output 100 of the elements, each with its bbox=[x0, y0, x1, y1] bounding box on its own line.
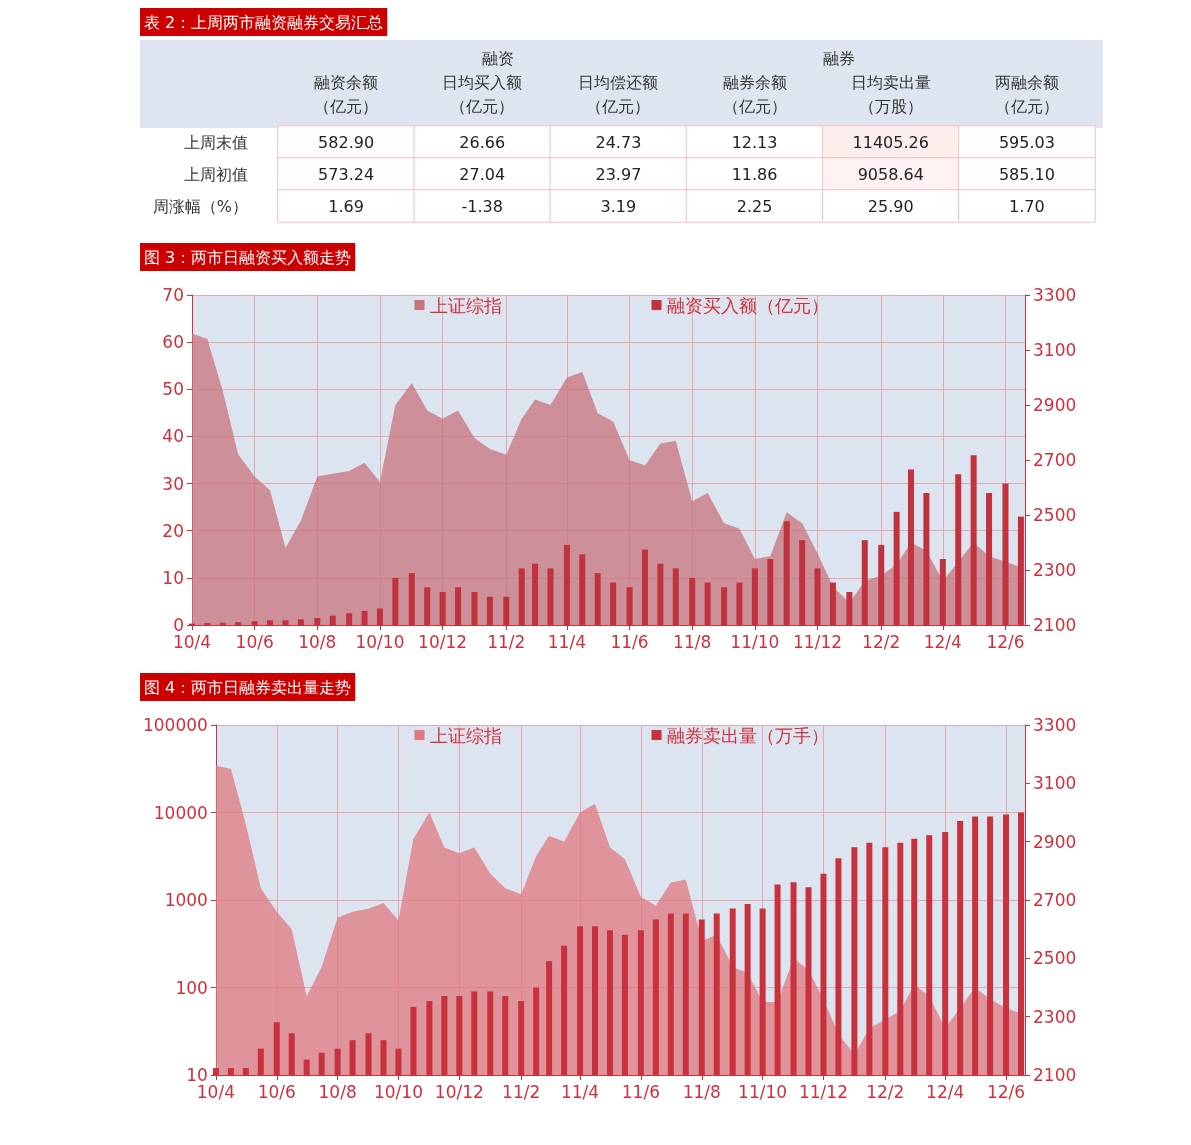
bar bbox=[503, 596, 510, 625]
y2-tick-label: 3300 bbox=[1033, 715, 1077, 735]
x-tick-label: 11/12 bbox=[793, 631, 843, 652]
bar bbox=[408, 573, 415, 625]
bar bbox=[907, 469, 914, 625]
bar bbox=[751, 568, 758, 625]
y2-tick-label: 3300 bbox=[1033, 285, 1077, 305]
bar bbox=[610, 582, 617, 625]
bar bbox=[329, 615, 336, 625]
bar bbox=[657, 563, 664, 625]
y-tick-label: 100000 bbox=[142, 715, 208, 735]
y2-tick-label: 2900 bbox=[1033, 395, 1077, 415]
y2-tick-label: 2900 bbox=[1033, 831, 1077, 852]
bar bbox=[923, 493, 930, 625]
data-label: 2.25 bbox=[736, 196, 773, 216]
bar bbox=[547, 568, 554, 625]
bar bbox=[518, 568, 525, 625]
x-tick-label: 日均卖出量（万股） bbox=[850, 72, 931, 116]
bar bbox=[424, 587, 431, 625]
x-tick-label: 11/8 bbox=[682, 1081, 721, 1102]
bar bbox=[799, 540, 806, 625]
y2-tick-label: 2100 bbox=[1033, 615, 1077, 635]
bar bbox=[579, 554, 586, 625]
x-tick-label: 10/8 bbox=[318, 1081, 357, 1102]
bar bbox=[361, 610, 368, 625]
bar bbox=[893, 511, 900, 625]
data-label: 23.97 bbox=[595, 164, 642, 184]
bar bbox=[594, 573, 601, 625]
legend-label: 上证综指 bbox=[429, 294, 502, 316]
bar bbox=[455, 587, 462, 625]
bar bbox=[1017, 516, 1024, 625]
chart-title: 图 4：两市日融券卖出量走势 bbox=[144, 677, 352, 697]
bar bbox=[846, 592, 853, 625]
bar bbox=[986, 493, 993, 625]
y-tick-label: 60 bbox=[162, 332, 184, 353]
data-label: -1.38 bbox=[461, 196, 503, 216]
y-tick-label: 20 bbox=[162, 520, 184, 541]
y-tick-label: 上周初值 bbox=[184, 164, 248, 184]
y-tick-label: 30 bbox=[162, 473, 184, 494]
y-tick-label: 70 bbox=[162, 285, 184, 305]
x-tick-label: 11/10 bbox=[730, 631, 780, 652]
x-tick-label: 11/8 bbox=[673, 631, 712, 652]
bar bbox=[736, 582, 743, 625]
bar bbox=[689, 577, 696, 625]
x-tick-label: 10/6 bbox=[235, 631, 274, 652]
y-tick-label: 1000 bbox=[164, 890, 208, 910]
bar bbox=[297, 619, 304, 625]
bar bbox=[955, 474, 962, 625]
y-tick-label: 40 bbox=[162, 426, 184, 447]
bar bbox=[861, 540, 868, 625]
data-label: 24.73 bbox=[595, 132, 642, 152]
data-label: 9058.64 bbox=[857, 164, 924, 184]
data-label: 3.19 bbox=[600, 196, 637, 216]
x-tick-label: 两融余额（亿元） bbox=[994, 72, 1059, 116]
x-tick-label: 10/10 bbox=[355, 631, 405, 652]
legend-label: 融资买入额（亿元） bbox=[666, 294, 829, 316]
data-label: 11.86 bbox=[731, 164, 778, 184]
data-label: 27.04 bbox=[459, 164, 506, 184]
legend-label: 融券卖出量（万手） bbox=[666, 724, 829, 746]
y-tick-label: 50 bbox=[162, 379, 184, 400]
y2-tick-label: 2500 bbox=[1033, 505, 1077, 525]
bar bbox=[282, 620, 289, 625]
data-label: 582.90 bbox=[318, 132, 375, 152]
bar bbox=[641, 549, 648, 625]
x-tick-label: 10/8 bbox=[298, 631, 337, 652]
x-tick-label: 12/6 bbox=[986, 631, 1025, 652]
x-tick-label: 10/6 bbox=[257, 1081, 296, 1102]
x-tick-label: 11/6 bbox=[610, 631, 649, 652]
text: 融券 bbox=[822, 48, 855, 68]
x-tick-label: 10/12 bbox=[434, 1081, 484, 1102]
bar bbox=[1002, 483, 1009, 625]
data-label: 573.24 bbox=[318, 164, 375, 184]
bar bbox=[783, 521, 790, 625]
x-tick-label: 11/4 bbox=[547, 631, 586, 652]
y2-tick-label: 3100 bbox=[1033, 340, 1077, 360]
bar bbox=[314, 617, 321, 625]
y-tick-label: 100 bbox=[175, 977, 208, 998]
bar bbox=[672, 568, 679, 625]
data-label: 595.03 bbox=[998, 132, 1055, 152]
y2-tick-label: 2700 bbox=[1033, 890, 1077, 910]
x-tick-label: 日均偿还额（亿元） bbox=[578, 72, 659, 116]
x-tick-label: 12/4 bbox=[926, 1081, 965, 1102]
bar bbox=[251, 621, 258, 625]
y2-tick-label: 2700 bbox=[1033, 450, 1077, 470]
bar bbox=[376, 608, 383, 625]
y2-tick-label: 2300 bbox=[1033, 1006, 1077, 1027]
x-tick-label: 11/10 bbox=[738, 1081, 788, 1102]
x-tick-label: 11/4 bbox=[560, 1081, 600, 1102]
legend-label: 上证综指 bbox=[429, 724, 502, 746]
y2-tick-label: 3100 bbox=[1033, 773, 1077, 794]
bar bbox=[704, 582, 711, 625]
bar bbox=[439, 592, 446, 625]
data-label: 25.90 bbox=[867, 196, 914, 216]
y-tick-label: 10000 bbox=[153, 802, 208, 823]
y-tick-label: 10 bbox=[162, 567, 184, 588]
y2-tick-label: 2300 bbox=[1033, 560, 1077, 580]
bar bbox=[878, 544, 885, 625]
bar bbox=[970, 455, 977, 625]
bar bbox=[471, 592, 478, 625]
x-tick-label: 11/6 bbox=[621, 1081, 660, 1102]
